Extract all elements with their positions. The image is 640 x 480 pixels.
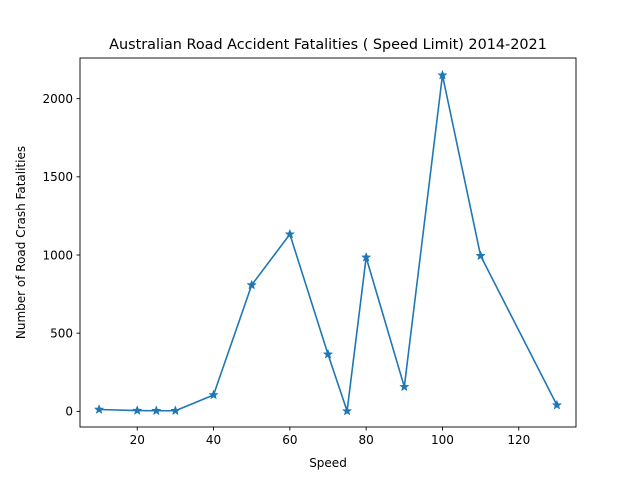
data-point-marker (342, 406, 352, 416)
y-axis-label: Number of Road Crash Fatalities (14, 146, 28, 339)
y-axis-ticks: 0 500 1000 1500 2000 (42, 92, 80, 419)
y-tick-label: 1500 (42, 170, 73, 184)
data-point-marker (151, 405, 161, 415)
y-tick-label: 500 (50, 326, 73, 340)
x-tick-label: 40 (206, 433, 221, 447)
x-tick-label: 120 (507, 433, 530, 447)
x-axis-label: Speed (309, 456, 347, 470)
plot-area (79, 57, 577, 428)
data-point-marker (475, 250, 486, 260)
data-point-marker (132, 405, 142, 415)
x-tick-label: 80 (359, 433, 374, 447)
x-tick-label: 60 (282, 433, 297, 447)
y-tick-label: 2000 (42, 92, 73, 106)
series-line (99, 74, 558, 412)
x-tick-label: 20 (130, 433, 145, 447)
x-axis-ticks: 20 40 60 80 100 120 (130, 427, 530, 447)
y-tick-label: 0 (65, 405, 73, 419)
data-point-marker (552, 400, 562, 410)
data-point-marker (247, 280, 257, 290)
data-point-marker (208, 390, 219, 399)
data-point-marker (323, 349, 333, 359)
axes-frame (79, 57, 577, 428)
series-layer (94, 70, 562, 416)
data-point-marker (437, 70, 448, 80)
data-point-marker (361, 252, 371, 262)
data-point-marker (285, 229, 295, 239)
data-point-marker (94, 404, 104, 414)
x-tick-label: 100 (431, 433, 454, 447)
data-point-marker (170, 405, 181, 415)
y-tick-label: 1000 (42, 248, 73, 262)
chart-title: Australian Road Accident Fatalities ( Sp… (109, 37, 547, 53)
data-point-marker (399, 381, 409, 391)
